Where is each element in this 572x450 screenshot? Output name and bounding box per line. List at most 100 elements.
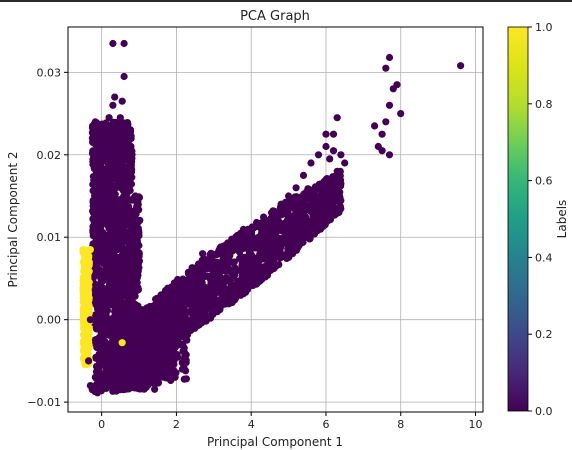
scatter-point bbox=[225, 258, 233, 266]
scatter-point bbox=[96, 372, 104, 380]
scatter-point bbox=[135, 365, 143, 373]
x-axis-label: Principal Component 1 bbox=[207, 435, 343, 449]
scatter-point bbox=[157, 291, 166, 299]
x-tick-label: 0 bbox=[98, 418, 105, 431]
scatter-point bbox=[145, 370, 153, 378]
scatter-point bbox=[156, 298, 164, 306]
colorbar-label: Labels bbox=[555, 200, 569, 239]
scatter-point bbox=[290, 201, 298, 209]
scatter-point bbox=[153, 343, 161, 351]
scatter-point bbox=[341, 159, 349, 167]
scatter-point bbox=[232, 246, 240, 254]
scatter-point bbox=[186, 271, 194, 279]
scatter-point bbox=[382, 118, 390, 126]
scatter-point bbox=[285, 221, 293, 229]
scatter-point bbox=[116, 233, 124, 241]
scatter-point bbox=[103, 371, 111, 379]
y-tick-label: 0.03 bbox=[37, 66, 62, 79]
scatter-point bbox=[85, 334, 93, 342]
scatter-point bbox=[88, 386, 96, 394]
scatter-point bbox=[103, 306, 112, 314]
scatter-point bbox=[247, 234, 255, 242]
scatter-point bbox=[111, 291, 120, 299]
scatter-point bbox=[154, 316, 162, 324]
scatter-point bbox=[279, 226, 287, 234]
scatter-point bbox=[139, 350, 147, 358]
scatter-point bbox=[317, 212, 325, 220]
scatter-point bbox=[111, 93, 119, 101]
scatter-point bbox=[255, 233, 263, 241]
scatter-point bbox=[91, 194, 99, 202]
scatter-point bbox=[123, 190, 131, 198]
scatter-point bbox=[123, 119, 132, 127]
scatter-point bbox=[90, 158, 98, 166]
scatter-point bbox=[329, 130, 338, 138]
scatter-point bbox=[104, 326, 112, 334]
scatter-point bbox=[101, 260, 109, 268]
scatter-point bbox=[139, 306, 147, 314]
scatter-point bbox=[216, 286, 224, 294]
scatter-point bbox=[112, 175, 120, 183]
scatter-point bbox=[397, 110, 405, 118]
scatter-point bbox=[120, 142, 128, 151]
scatter-point bbox=[132, 375, 140, 383]
scatter-point bbox=[85, 328, 93, 336]
scatter-point bbox=[131, 250, 139, 258]
scatter-point bbox=[299, 207, 308, 215]
scatter-point bbox=[299, 171, 308, 179]
scatter-point bbox=[126, 321, 134, 329]
scatter-point bbox=[245, 271, 254, 279]
scatter-point bbox=[121, 364, 129, 372]
scatter-point bbox=[135, 264, 143, 272]
scatter-point bbox=[93, 293, 101, 301]
scatter-point bbox=[199, 266, 207, 274]
scatter-point bbox=[256, 247, 264, 255]
scatter-point bbox=[127, 216, 135, 224]
scatter-point bbox=[93, 175, 102, 183]
scatter-point bbox=[237, 290, 245, 298]
scatter-point bbox=[296, 237, 304, 245]
scatter-point bbox=[192, 276, 200, 285]
colorbar bbox=[507, 26, 529, 412]
scatter-point bbox=[180, 375, 188, 383]
scatter-point bbox=[81, 340, 89, 348]
scatter-point bbox=[172, 299, 180, 307]
scatter-point bbox=[97, 222, 105, 230]
y-tick-label: −0.01 bbox=[27, 396, 61, 409]
scatter-point bbox=[193, 301, 201, 309]
scatter-point bbox=[130, 331, 138, 339]
scatter-point bbox=[182, 351, 190, 359]
scatter-point bbox=[296, 200, 304, 208]
scatter-point bbox=[134, 337, 142, 345]
scatter-point bbox=[229, 237, 237, 245]
scatter-point bbox=[119, 255, 127, 263]
scatter-point bbox=[225, 241, 233, 250]
scatter-point bbox=[118, 267, 126, 275]
y-tick-label: 0.00 bbox=[37, 314, 62, 327]
scatter-point bbox=[110, 268, 118, 276]
scatter-point bbox=[135, 381, 143, 389]
scatter-point bbox=[322, 130, 330, 138]
scatter-point bbox=[116, 386, 124, 394]
scatter-point bbox=[180, 358, 188, 366]
scatter-point bbox=[393, 81, 401, 89]
scatter-point bbox=[204, 299, 212, 307]
x-axis-ticks: 0 2 4 6 8 10 bbox=[98, 412, 483, 431]
scatter-point bbox=[79, 346, 87, 354]
scatter-point bbox=[103, 184, 111, 192]
scatter-point bbox=[92, 183, 100, 191]
scatter-point bbox=[314, 196, 322, 204]
scatter-point bbox=[157, 304, 165, 312]
colorbar-tick-label: 0.2 bbox=[535, 328, 553, 341]
scatter-point bbox=[186, 278, 194, 286]
scatter-point bbox=[378, 147, 386, 155]
chart-title: PCA Graph bbox=[240, 9, 310, 24]
scatter-point bbox=[177, 291, 185, 300]
scatter-point bbox=[133, 318, 141, 326]
scatter-point bbox=[240, 253, 248, 261]
scatter-point bbox=[113, 126, 121, 134]
scatter-point bbox=[104, 221, 112, 229]
scatter-point bbox=[106, 351, 114, 359]
scatter-point bbox=[98, 199, 106, 207]
scatter-point bbox=[228, 270, 236, 278]
